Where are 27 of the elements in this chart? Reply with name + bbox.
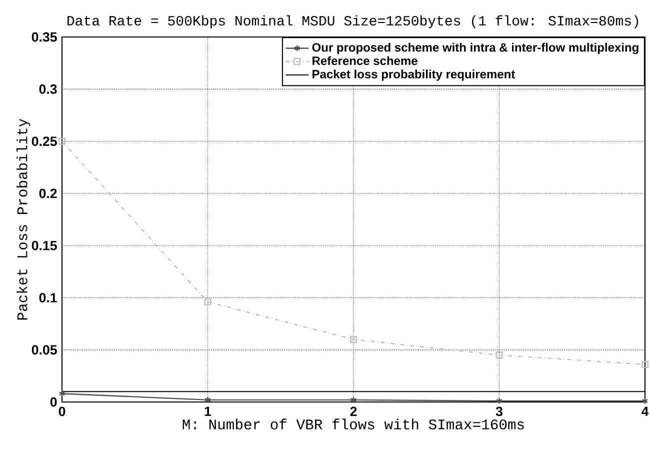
- point: [350, 336, 358, 343]
- legend-label: Our proposed scheme with intra & inter-flow multiplexing: [312, 42, 638, 54]
- point: [496, 352, 503, 359]
- x-axis-title: M: Number of VBR flows with SImax=160ms: [182, 418, 524, 430]
- point: [350, 396, 357, 404]
- y-axis-title: Packet Loss Probability: [16, 118, 30, 320]
- chart-title: Data Rate = 500Kbps Nominal MSDU Size=1250bytes (1 flow: SImax=80ms): [68, 15, 638, 28]
- y-tick-label: 0.25: [32, 136, 57, 146]
- y-tick-label: 0.2: [39, 188, 57, 198]
- point: [204, 396, 211, 404]
- point: [58, 138, 66, 145]
- y-tick-label: 0: [50, 397, 57, 407]
- point: [496, 397, 502, 404]
- x-tick-label: 0: [58, 406, 66, 416]
- x-tick-label: 3: [496, 406, 502, 416]
- x-tick-label: 2: [350, 406, 357, 416]
- point: [204, 298, 212, 306]
- x-tick-label: 1: [204, 406, 212, 416]
- y-tick-label: 0.05: [32, 345, 57, 355]
- point: [641, 360, 649, 368]
- x-tick-label: 4: [642, 406, 649, 416]
- legend-label: Reference scheme: [312, 56, 418, 66]
- y-tick-label: 0.15: [32, 240, 57, 250]
- y-tick-label: 0.1: [39, 293, 57, 302]
- y-tick-label: 0.35: [32, 32, 57, 42]
- legend-label: Packet loss probability requirement: [312, 70, 516, 81]
- y-tick-label: 0.3: [39, 84, 57, 94]
